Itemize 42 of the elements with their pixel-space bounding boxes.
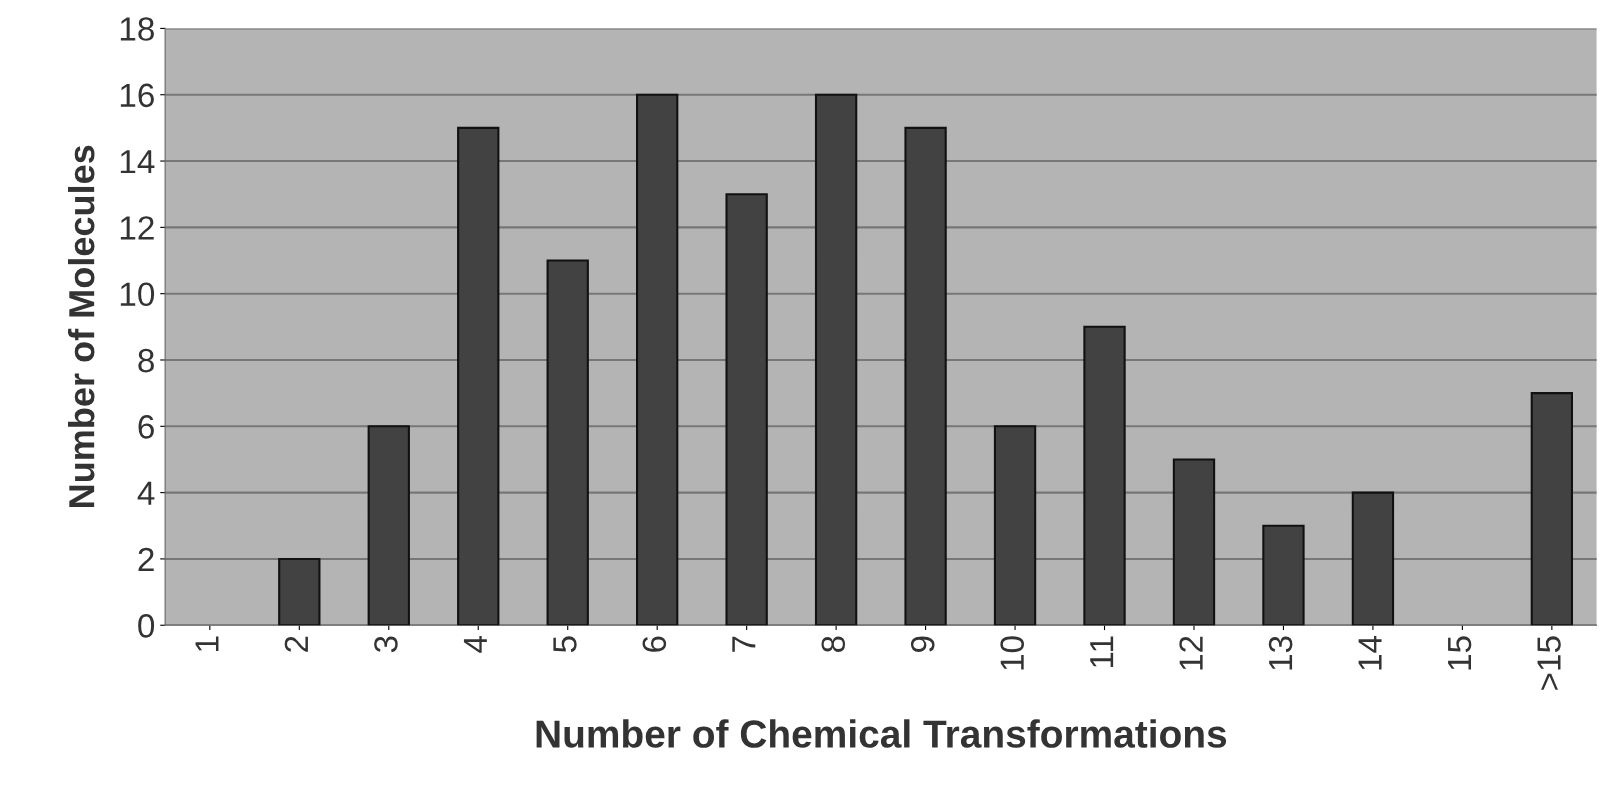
x-axis-title: Number of Chemical Transformations — [536, 719, 1227, 748]
x-tick-label: >15 — [1537, 636, 1561, 690]
x-tick-label: 8 — [821, 636, 846, 653]
y-tick-label: 2 — [138, 547, 154, 571]
y-tick-label: 10 — [120, 282, 155, 307]
x-tick-label: 3 — [374, 636, 398, 653]
bar — [636, 93, 679, 626]
bar — [1083, 325, 1126, 626]
bar — [1351, 491, 1395, 626]
y-tick-label: 16 — [120, 83, 154, 108]
y-tick-label: 0 — [138, 614, 155, 638]
bar — [1262, 524, 1305, 626]
bar — [1530, 392, 1574, 626]
bar — [457, 126, 500, 626]
y-tick-label: 6 — [138, 415, 154, 439]
bar — [546, 259, 589, 626]
x-tick-label: 15 — [1448, 636, 1472, 670]
y-tick-label: 14 — [120, 150, 155, 174]
bar — [993, 425, 1037, 626]
x-tick-label: 7 — [732, 636, 756, 652]
x-tick-label: 14 — [1358, 635, 1382, 670]
y-tick-label: 8 — [138, 348, 154, 373]
x-tick-label: 10 — [1000, 636, 1024, 670]
bar — [814, 93, 858, 626]
x-tick-label: 12 — [1179, 636, 1203, 670]
x-tick-label: 13 — [1268, 636, 1293, 670]
x-tick-label: 5 — [553, 636, 577, 653]
y-axis-title: Number of Molecules — [67, 145, 95, 507]
x-tick-label: 6 — [642, 636, 667, 652]
bar — [367, 425, 410, 626]
x-tick-label: 1 — [195, 636, 219, 651]
bar — [1172, 458, 1216, 626]
x-tick-label: 11 — [1090, 636, 1114, 668]
bar — [904, 126, 947, 626]
bar — [278, 557, 321, 626]
x-tick-label: 9 — [910, 636, 935, 652]
bar — [725, 193, 768, 626]
y-tick-label: 18 — [120, 17, 154, 41]
y-tick-label: 4 — [137, 481, 155, 505]
y-tick-label: 12 — [120, 216, 154, 240]
x-tick-label: 2 — [284, 636, 308, 652]
x-tick-label: 4 — [463, 635, 487, 653]
